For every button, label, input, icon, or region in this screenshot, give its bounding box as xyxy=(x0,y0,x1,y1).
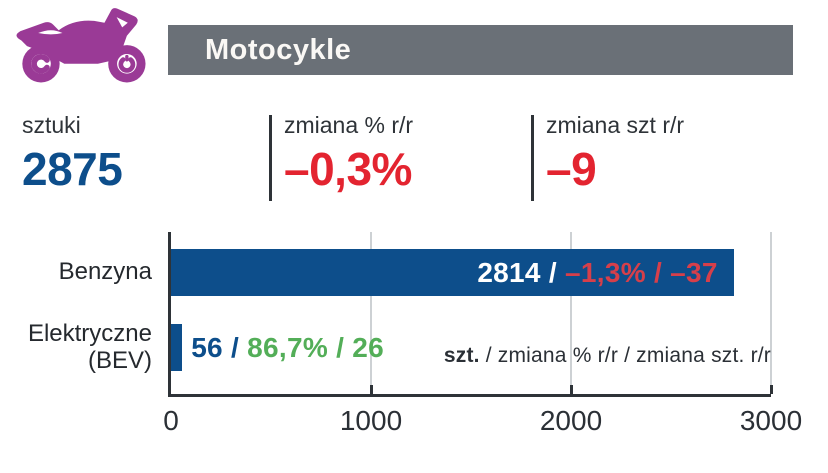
bar-benzyna-values: 2814 / –1,3% / –37 xyxy=(477,249,717,296)
axis-tickmark xyxy=(370,385,373,394)
x-tick-label: 3000 xyxy=(739,405,803,436)
stat-change-units: zmiana szt r/r –9 xyxy=(546,110,684,194)
gridline xyxy=(570,232,572,394)
bar-benzyna-change: –1,3% / –37 xyxy=(556,257,718,288)
bar-label-elektryczne-bev: Elektryczne (BEV) xyxy=(27,320,152,374)
bar-benzyna-count: 2814 / xyxy=(477,257,557,288)
chart-legend-rest: / zmiana % r/r / zmiana szt. r/r xyxy=(479,344,771,367)
header-bar: Motocykle xyxy=(168,25,793,75)
bar-chart: 2814 / –1,3% / –37 56 / 86,7% / 26 xyxy=(168,232,773,397)
page-title: Motocykle xyxy=(205,33,352,66)
stat-units-label: sztuki xyxy=(22,112,81,138)
chart-legend: szt. / zmiana % r/r / zmiana szt. r/r xyxy=(171,344,771,368)
bar-elektryczne xyxy=(171,324,183,371)
x-tick-label: 1000 xyxy=(339,405,403,436)
bar-elektryczne-count: 56 / xyxy=(191,331,240,363)
stat-change-percent-label: zmiana % r/r xyxy=(284,112,414,138)
stat-divider xyxy=(531,115,534,201)
bar-row-elektryczne: 56 / 86,7% / 26 xyxy=(171,324,771,371)
x-tick-label: 0 xyxy=(163,405,179,436)
x-tick-label: 2000 xyxy=(539,405,603,436)
stat-change-units-label: zmiana szt r/r xyxy=(546,112,685,138)
stat-change-percent-value: –0,3% xyxy=(284,143,412,195)
stat-change-units-value: –9 xyxy=(546,143,597,195)
bar-label-benzyna: Benzyna xyxy=(58,258,152,285)
chart-legend-bold: szt. xyxy=(443,344,480,367)
gridline xyxy=(770,232,772,394)
axis-tickmark xyxy=(570,385,573,394)
motorcycle-icon xyxy=(16,8,146,83)
bar-elektryczne-change: 86,7% / 26 xyxy=(239,331,385,363)
x-axis-labels: 0 1000 2000 3000 xyxy=(163,405,802,439)
bar-benzyna: 2814 / –1,3% / –37 xyxy=(171,249,734,296)
gridline xyxy=(370,232,372,394)
bar-elektryczne-values: 56 / 86,7% / 26 xyxy=(191,332,384,364)
stat-units-value: 2875 xyxy=(22,143,123,195)
stat-change-percent: zmiana % r/r –0,3% xyxy=(284,110,413,194)
stat-divider xyxy=(269,115,272,201)
bar-row-benzyna: 2814 / –1,3% / –37 xyxy=(171,249,771,296)
axis-tickmark xyxy=(770,385,773,394)
stat-units: sztuki 2875 xyxy=(22,110,123,195)
